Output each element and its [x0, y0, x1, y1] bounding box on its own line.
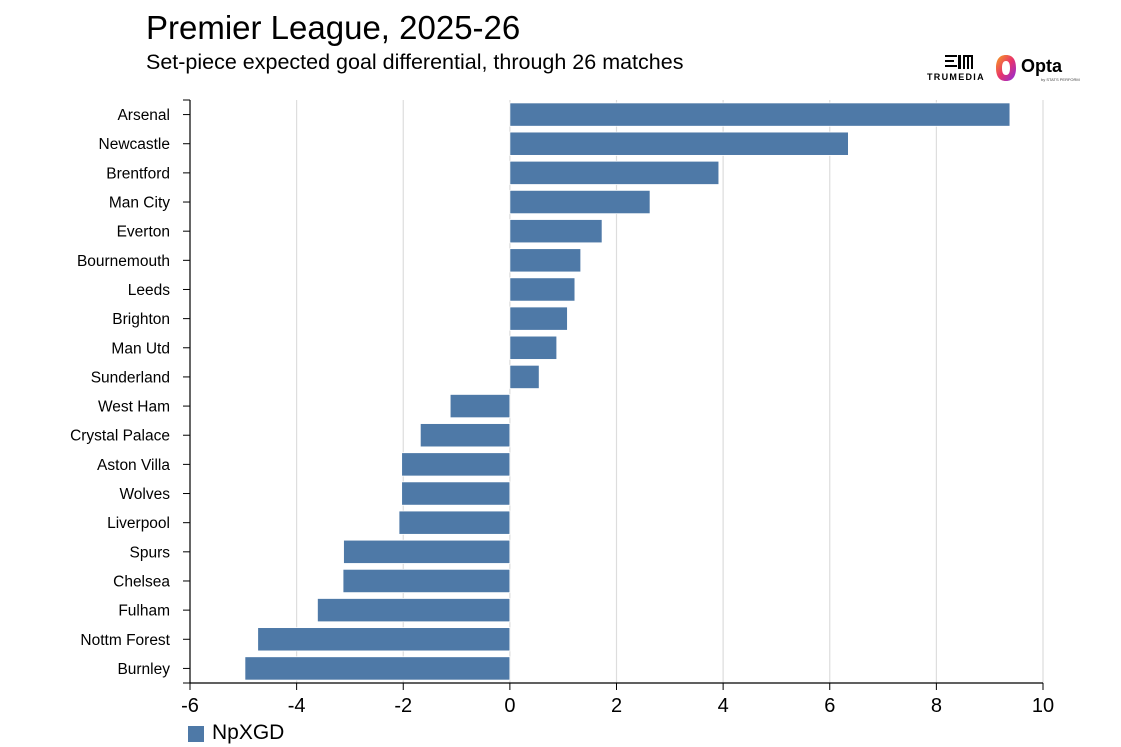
bars — [244, 102, 1011, 681]
bar — [401, 452, 511, 477]
category-label: Everton — [117, 224, 170, 241]
category-label: Newcastle — [99, 136, 171, 153]
bar — [244, 656, 511, 681]
x-tick-label: -2 — [394, 695, 412, 717]
category-label: Leeds — [128, 282, 170, 299]
bar — [509, 219, 603, 244]
bar — [509, 335, 558, 360]
category-label: Man Utd — [111, 340, 170, 357]
category-label: Wolves — [119, 486, 170, 503]
x-tick-label: -6 — [181, 695, 199, 717]
bar — [401, 481, 511, 506]
trumedia-logo-icon — [945, 55, 973, 69]
x-tick-label: 8 — [931, 695, 942, 717]
x-tick-label: 10 — [1032, 695, 1054, 717]
bar — [343, 539, 511, 564]
bar — [509, 160, 720, 185]
x-tick-labels: -6 -4 -2 0 2 4 6 8 10 — [181, 695, 1054, 717]
grid-lines — [296, 100, 1044, 683]
category-label: Spurs — [130, 544, 171, 561]
category-labels: Arsenal Newcastle Brentford Man City Everton… — [70, 107, 171, 678]
bar — [398, 510, 511, 535]
category-label: Crystal Palace — [70, 428, 170, 445]
category-label: Chelsea — [113, 573, 170, 590]
opta-logo-text: Opta — [1021, 56, 1063, 76]
x-tick-label: 2 — [611, 695, 622, 717]
category-label: Man City — [109, 195, 170, 212]
bar — [419, 423, 511, 448]
axes — [183, 99, 1044, 690]
opta-logo-subtext: by STATS PERFORM — [1041, 77, 1080, 82]
category-label: Burnley — [117, 661, 170, 678]
category-label: West Ham — [98, 399, 170, 416]
category-label: Aston Villa — [97, 457, 170, 474]
category-label: Liverpool — [107, 515, 170, 532]
x-tick-label: 0 — [504, 695, 515, 717]
bar — [509, 306, 568, 331]
category-label: Nottm Forest — [80, 632, 170, 649]
bar — [449, 394, 511, 419]
chart-title: Premier League, 2025-26 — [146, 9, 521, 46]
category-label: Brentford — [106, 165, 170, 182]
bar — [509, 364, 540, 389]
x-tick-label: 4 — [718, 695, 729, 717]
logos: TRUMEDIA Opta by STATS PERFORM — [924, 52, 1084, 88]
x-tick-label: 6 — [824, 695, 835, 717]
category-label: Brighton — [112, 311, 170, 328]
opta-logo-icon — [996, 55, 1016, 81]
bar — [509, 189, 651, 215]
category-label: Fulham — [118, 603, 170, 620]
bar — [509, 131, 849, 156]
bar — [509, 248, 582, 273]
bar — [509, 277, 576, 302]
legend-label: NpXGD — [212, 721, 285, 744]
trumedia-logo: TRUMEDIA — [924, 52, 994, 88]
bar — [317, 598, 511, 623]
chart-subtitle: Set-piece expected goal differential, th… — [146, 50, 684, 74]
bar — [257, 627, 511, 652]
legend-swatch — [188, 726, 204, 742]
category-label: Bournemouth — [77, 253, 170, 270]
opta-logo: Opta by STATS PERFORM — [994, 54, 1084, 86]
trumedia-logo-text: TRUMEDIA — [927, 72, 985, 82]
category-label: Sunderland — [91, 369, 170, 386]
bar — [342, 568, 511, 594]
category-label: Arsenal — [117, 107, 170, 124]
x-tick-label: -4 — [288, 695, 306, 717]
bar — [509, 102, 1011, 127]
